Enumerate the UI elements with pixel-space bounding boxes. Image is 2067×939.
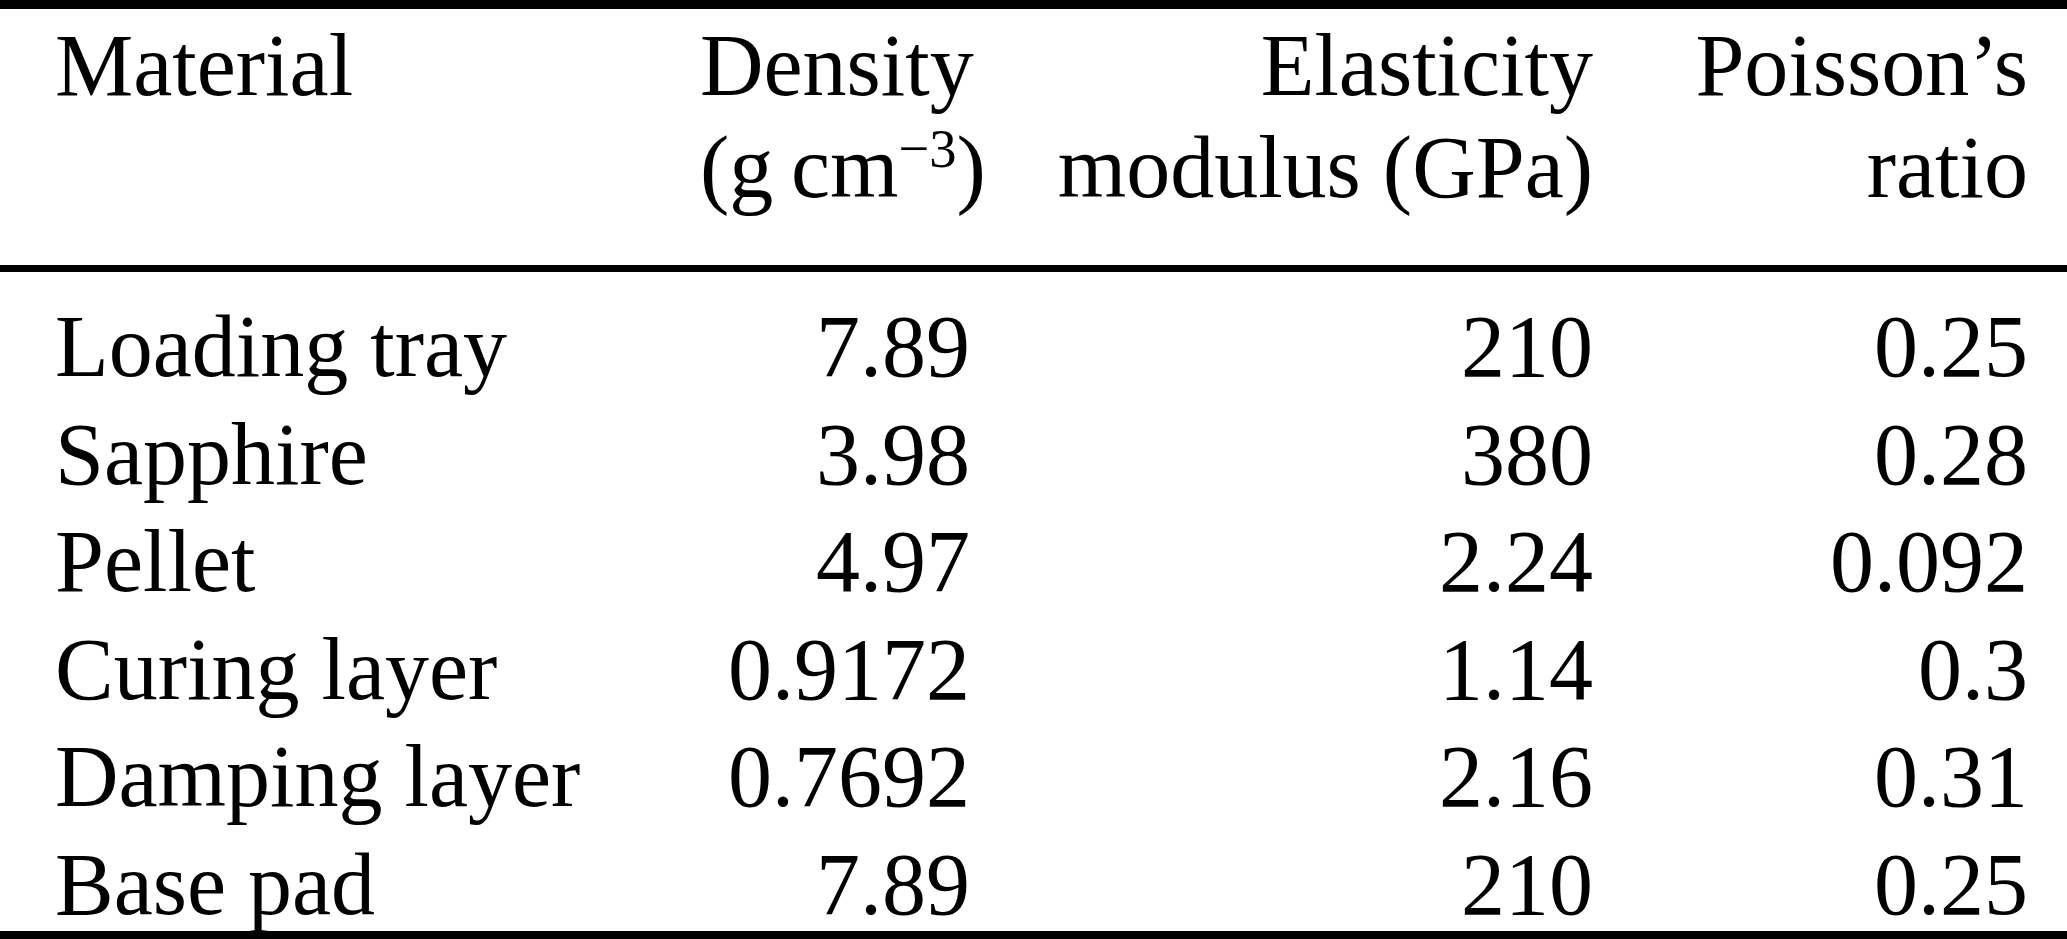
header-elasticity-line1: Elasticity [970,15,1593,117]
header-density: Density (g cm−3) [700,15,970,219]
header-material-label: Material [55,15,700,117]
header-poisson: Poisson’s ratio [1593,15,2028,219]
cell-material: Damping layer [0,723,700,831]
cell-poisson: 0.25 [1593,831,2028,939]
cell-density: 7.89 [700,831,970,939]
cell-poisson: 0.092 [1593,508,2028,616]
cell-material: Curing layer [0,616,700,724]
cell-elasticity: 1.14 [970,616,1593,724]
header-poisson-line1: Poisson’s [1593,15,2028,117]
cell-material: Pellet [0,508,700,616]
cell-elasticity: 210 [970,831,1593,939]
header-poisson-line2: ratio [1593,117,2028,219]
cell-density: 7.89 [700,293,970,401]
cell-material: Sapphire [0,401,700,509]
density-unit-prefix: (g cm [700,119,898,216]
header-elasticity-line2: modulus (GPa) [970,117,1593,219]
cell-poisson: 0.28 [1593,401,2028,509]
cell-density: 0.7692 [700,723,970,831]
table-header-row: Material Density (g cm−3) Elasticity mod… [0,15,2028,219]
cell-material: Base pad [0,831,700,939]
header-density-label: Density [700,15,970,117]
cell-density: 0.9172 [700,616,970,724]
cell-poisson: 0.25 [1593,293,2028,401]
header-material-spacer [55,117,700,219]
cell-poisson: 0.3 [1593,616,2028,724]
cell-elasticity: 380 [970,401,1593,509]
cell-elasticity: 2.16 [970,723,1593,831]
density-unit-exponent: −3 [898,118,956,179]
material-properties-table-page: Material Density (g cm−3) Elasticity mod… [0,0,2067,939]
header-density-unit: (g cm−3) [700,117,970,219]
table-body: Loading tray 7.89 210 0.25 Sapphire 3.98… [0,293,2028,939]
cell-density: 4.97 [700,508,970,616]
table-mid-rule [0,265,2067,272]
table-top-rule [0,0,2067,9]
cell-poisson: 0.31 [1593,723,2028,831]
cell-material: Loading tray [0,293,700,401]
cell-density: 3.98 [700,401,970,509]
header-material: Material [0,15,700,219]
header-elasticity: Elasticity modulus (GPa) [970,15,1593,219]
cell-elasticity: 210 [970,293,1593,401]
cell-elasticity: 2.24 [970,508,1593,616]
